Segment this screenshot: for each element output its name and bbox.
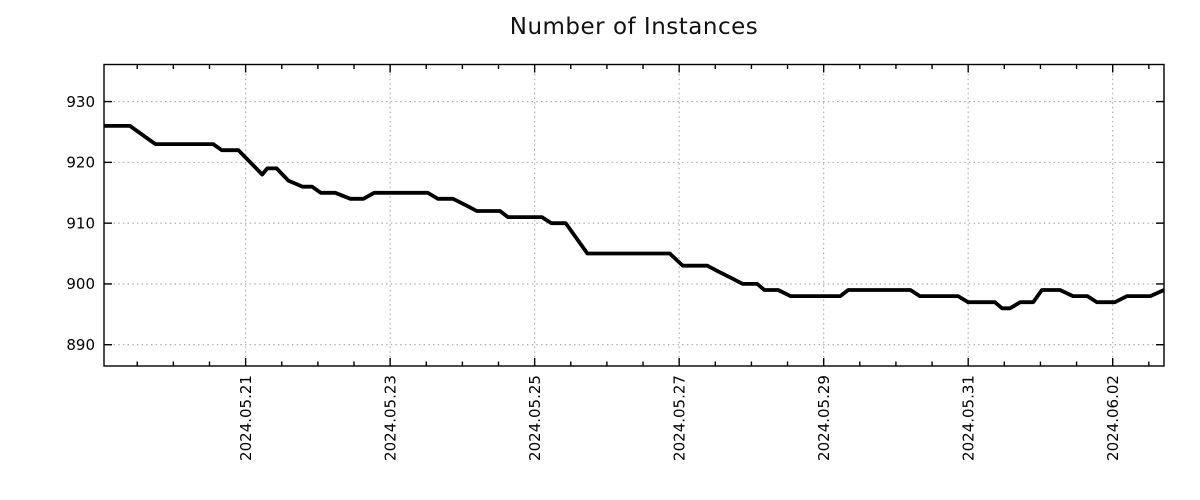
series-line-instances bbox=[104, 124, 1165, 311]
x-tick-label: 2024.05.25 bbox=[526, 375, 544, 461]
x-tick-label: 2024.05.31 bbox=[960, 375, 978, 461]
x-tick-label: 2024.05.27 bbox=[671, 375, 689, 461]
chart-title: Number of Instances bbox=[509, 14, 759, 40]
y-tick-label: 910 bbox=[66, 214, 95, 232]
y-tick-label: 920 bbox=[66, 154, 95, 172]
y-tick-label: 930 bbox=[66, 93, 95, 111]
x-tick-label: 2024.06.02 bbox=[1104, 375, 1122, 461]
x-tick-label: 2024.05.21 bbox=[237, 375, 255, 461]
x-tick-label: 2024.05.23 bbox=[382, 375, 400, 461]
plot-border bbox=[103, 63, 1165, 367]
x-tick-label: 2024.05.29 bbox=[815, 375, 833, 461]
y-tick-label: 890 bbox=[66, 336, 95, 354]
y-tick-label: 900 bbox=[66, 275, 95, 293]
